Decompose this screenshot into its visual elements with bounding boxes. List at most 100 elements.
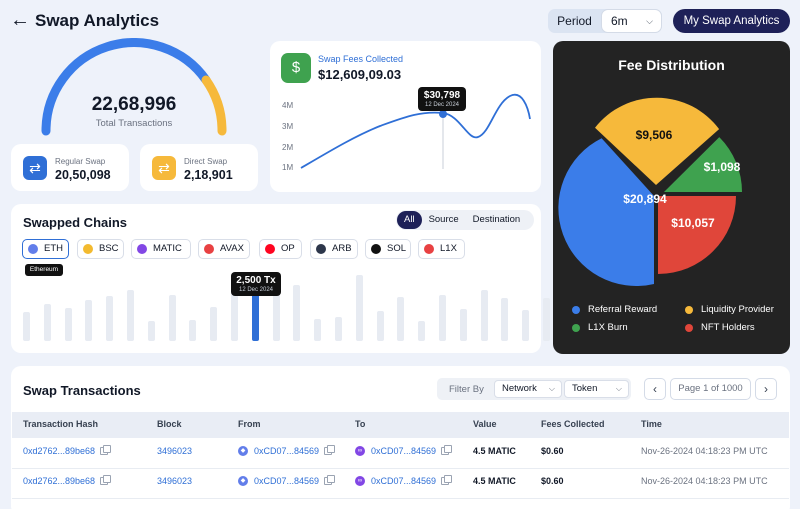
hover-point[interactable] (439, 110, 447, 118)
chevron-down-icon: ⌵ (646, 16, 653, 26)
chain-chip-eth[interactable]: ETH (22, 239, 69, 259)
chain-bar[interactable] (522, 310, 529, 341)
chain-bar[interactable] (314, 319, 321, 341)
to-address-link[interactable]: 0xCD07...84569 (371, 476, 437, 486)
copy-icon[interactable] (100, 475, 112, 485)
fees-line-chart (300, 93, 531, 169)
chain-bar[interactable] (418, 321, 425, 341)
chain-chip-sol[interactable]: SOL (365, 239, 411, 259)
my-swap-analytics-button[interactable]: My Swap Analytics (673, 9, 790, 33)
copy-icon[interactable] (324, 445, 336, 455)
y-tick-3m: 3M (282, 122, 294, 131)
chain-bar[interactable] (335, 317, 342, 341)
arb-logo-icon (316, 244, 326, 254)
page-title: Swap Analytics (35, 11, 160, 30)
direct-swap-label: Direct Swap (184, 157, 228, 166)
copy-icon[interactable] (100, 445, 112, 455)
chain-chip-label: BSC (99, 243, 119, 254)
sol-logo-icon (371, 244, 381, 254)
row-divider (12, 468, 789, 469)
chain-bar[interactable] (273, 290, 280, 341)
y-tick-4m: 4M (282, 101, 294, 110)
chain-bar[interactable] (356, 275, 363, 341)
ethereum-logo-icon: ◆ (238, 476, 248, 486)
network-filter[interactable]: Network ⌵ (494, 380, 562, 398)
chain-chip-bsc[interactable]: BSC (77, 239, 124, 259)
from-address-link[interactable]: 0xCD07...84569 (254, 476, 320, 486)
prev-page-button[interactable]: ‹ (644, 378, 666, 400)
chain-bar[interactable] (85, 300, 92, 341)
copy-icon[interactable] (441, 475, 453, 485)
regular-swap-value: 20,50,098 (55, 168, 111, 182)
chain-bar[interactable] (189, 320, 196, 341)
slice-referral-reward[interactable] (558, 138, 654, 287)
tab-destination[interactable]: Destination (472, 214, 521, 225)
period-dropdown[interactable]: 6m ⌵ (601, 9, 662, 33)
copy-icon[interactable] (441, 445, 453, 455)
chains-tooltip-date: 12 Dec 2024 (238, 287, 274, 293)
chain-bar[interactable] (377, 311, 384, 341)
matic-logo-icon (137, 244, 147, 254)
chain-chip-op[interactable]: OP (259, 239, 302, 259)
col-block: Block (157, 419, 182, 429)
chain-bar[interactable] (106, 296, 113, 341)
chain-chip-label: MATIC (153, 243, 182, 254)
swap-arrows-icon: ⇄ (152, 156, 176, 180)
tab-all[interactable]: All (397, 211, 422, 229)
period-selector[interactable]: Period 6m ⌵ (548, 9, 662, 33)
chain-bar[interactable] (210, 307, 217, 341)
chain-bar[interactable] (293, 285, 300, 341)
tx-hash-link[interactable]: 0xd2762...89be68 (23, 446, 96, 456)
tx-fees: $0.60 (541, 476, 564, 486)
chain-bar[interactable] (543, 298, 550, 341)
polygon-logo-icon: ∞ (355, 446, 365, 456)
block-link[interactable]: 3496023 (157, 476, 193, 486)
slice-liquidity-provider[interactable] (595, 97, 720, 185)
tx-value: 4.5 MATIC (473, 446, 516, 456)
token-filter[interactable]: Token ⌵ (564, 380, 629, 398)
filter-by-label: Filter By (449, 384, 484, 395)
y-tick-1m: 1M (282, 163, 294, 172)
chain-chip-arb[interactable]: ARB (310, 239, 358, 259)
chain-bar[interactable] (169, 295, 176, 341)
chain-bar[interactable] (501, 298, 508, 341)
chain-hover-tooltip: Ethereum (25, 264, 63, 276)
fees-tooltip-date: 12 Dec 2024 (424, 102, 460, 108)
tx-hash-link[interactable]: 0xd2762...89be68 (23, 476, 96, 486)
table-header (12, 412, 789, 438)
chain-bar[interactable] (23, 312, 30, 341)
chain-chip-l1x[interactable]: L1X (418, 239, 465, 259)
chain-bar[interactable] (460, 309, 467, 341)
swap-fees-label: Swap Fees Collected (318, 54, 404, 64)
chain-chip-avax[interactable]: AVAX (198, 239, 250, 259)
legend-l1x-burn: L1X Burn (572, 322, 628, 333)
chain-bar[interactable] (65, 308, 72, 341)
token-filter-label: Token (572, 383, 598, 394)
slice-nft-holders[interactable] (658, 196, 736, 274)
chain-bar[interactable] (481, 290, 488, 341)
block-link[interactable]: 3496023 (157, 446, 193, 456)
chain-bar[interactable] (231, 290, 238, 341)
chain-bar[interactable] (148, 321, 155, 341)
next-page-button[interactable]: › (755, 378, 777, 400)
back-arrow-icon[interactable]: ← (10, 9, 30, 31)
tab-source[interactable]: Source (428, 214, 459, 225)
copy-icon[interactable] (324, 475, 336, 485)
slice-l1x-burn[interactable] (664, 137, 742, 192)
chain-bar[interactable] (127, 290, 134, 341)
chain-bar[interactable] (44, 304, 51, 341)
chain-bar[interactable] (439, 295, 446, 341)
to-address-link[interactable]: 0xCD07...84569 (371, 446, 437, 456)
chain-bar[interactable] (252, 292, 259, 341)
direct-swap-value: 2,18,901 (184, 168, 233, 182)
legend-nft-holders: NFT Holders (685, 322, 755, 333)
chain-chip-matic[interactable]: MATIC (131, 239, 191, 259)
slice-label-nft: $10,057 (671, 216, 715, 230)
fees-tooltip: $30,798 12 Dec 2024 (418, 87, 466, 111)
chain-bar[interactable] (397, 297, 404, 341)
chain-chip-label: L1X (440, 243, 457, 254)
ethereum-logo-icon: ◆ (238, 446, 248, 456)
fee-distribution-title: Fee Distribution (618, 57, 725, 73)
from-address-link[interactable]: 0xCD07...84569 (254, 446, 320, 456)
col-to: To (355, 419, 366, 429)
